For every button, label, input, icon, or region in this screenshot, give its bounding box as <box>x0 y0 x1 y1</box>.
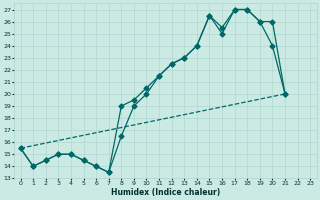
X-axis label: Humidex (Indice chaleur): Humidex (Indice chaleur) <box>111 188 220 197</box>
